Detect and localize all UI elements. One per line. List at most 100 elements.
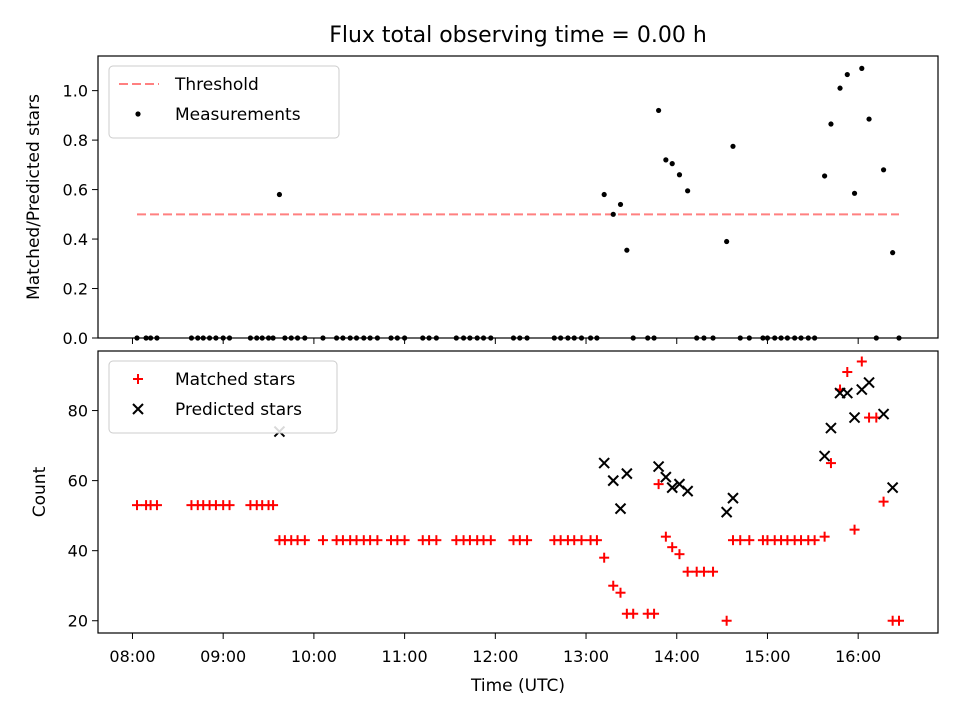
- data-point-plus: [653, 479, 664, 490]
- data-point-plus: [628, 608, 639, 619]
- legend-label: Matched stars: [175, 370, 295, 390]
- data-point-plus: [825, 458, 836, 469]
- x-b: [621, 467, 633, 480]
- x-b: [673, 478, 686, 490]
- x-tick-label: 15:00: [744, 647, 790, 666]
- data-point-plus: [599, 552, 610, 563]
- data-point-plus: [268, 500, 279, 511]
- data-point-x: [727, 492, 739, 504]
- data-point-plus: [849, 524, 860, 535]
- x-b: [863, 376, 875, 389]
- y-tick-label: 0.6: [63, 181, 88, 200]
- data-point-plus: [809, 535, 820, 546]
- data-point-plus: [682, 566, 693, 577]
- x-tick-label: 08:00: [109, 647, 155, 666]
- y-tick-label: 40: [68, 542, 88, 561]
- data-point-plus: [842, 367, 853, 378]
- data-point-plus: [708, 566, 719, 577]
- x-b: [727, 492, 739, 504]
- legend-matched-swatch: [133, 374, 143, 384]
- y-axis-label: Count: [30, 466, 50, 517]
- data-point-plus: [878, 496, 889, 507]
- data-point-x: [681, 485, 694, 497]
- data-point: [837, 85, 843, 91]
- legend-label: Threshold: [174, 75, 259, 95]
- data-point: [730, 143, 736, 149]
- data-point: [624, 247, 630, 253]
- data-point-plus: [721, 615, 732, 626]
- data-point-x: [614, 502, 627, 515]
- legend-box: [108, 360, 338, 434]
- legend-box: [108, 65, 340, 139]
- data-point-plus: [698, 566, 709, 577]
- data-point-plus: [317, 535, 328, 546]
- figure-title: Flux total observing time = 0.00 h: [329, 23, 707, 48]
- data-point: [859, 65, 865, 71]
- data-point-x: [607, 474, 619, 487]
- y-tick-label: 0.2: [63, 280, 88, 299]
- data-point: [656, 107, 662, 114]
- data-point-plus: [667, 542, 678, 553]
- y-tick-label: 1.0: [63, 82, 88, 101]
- x-b: [652, 460, 665, 473]
- data-point: [617, 201, 624, 208]
- legend: Threshold Measurements: [108, 65, 340, 139]
- y-tick-label: 0.0: [63, 329, 88, 348]
- data-point-plus: [591, 535, 602, 546]
- data-point-plus: [615, 587, 626, 598]
- data-point-x: [598, 457, 610, 469]
- data-point-plus: [224, 500, 235, 511]
- data-point: [880, 167, 887, 173]
- data-point-plus: [674, 549, 685, 560]
- data-point: [276, 191, 283, 198]
- legend-predicted-swatch: [132, 403, 144, 415]
- data-point-x: [660, 471, 672, 483]
- data-point: [610, 211, 616, 217]
- x-b: [614, 502, 627, 515]
- y-tick-label: 20: [68, 612, 88, 631]
- x-b: [720, 506, 733, 518]
- data-point-plus: [819, 531, 830, 542]
- axes-frame: [97, 350, 939, 634]
- data-point-x: [886, 481, 899, 494]
- data-point: [866, 116, 872, 122]
- x-b: [681, 485, 694, 497]
- x-b: [848, 411, 861, 424]
- x-tick-label: 14:00: [654, 647, 700, 666]
- legend-label: Measurements: [175, 105, 301, 125]
- data-point-plus: [649, 608, 660, 619]
- data-point: [844, 71, 850, 78]
- data-point: [822, 173, 828, 179]
- data-point-plus: [893, 615, 904, 626]
- x-tick-label: 16:00: [835, 647, 881, 666]
- x-b: [877, 408, 890, 420]
- bottom-panel: 20 40 60 80 08:00 09:00 10:00 11:00 12:00 13:00 14…: [30, 350, 939, 696]
- x-b: [886, 481, 899, 494]
- data-point-plus: [431, 535, 442, 546]
- axes-frame: [97, 55, 939, 339]
- x-axis-label: Time (UTC): [470, 676, 565, 696]
- y-tick-label: 60: [68, 472, 88, 491]
- data-point-x: [841, 387, 853, 399]
- data-point: [669, 161, 675, 167]
- data-point: [676, 172, 683, 178]
- x-b: [825, 422, 837, 434]
- data-point-x: [666, 481, 678, 494]
- legend-label: Predicted stars: [175, 400, 302, 420]
- y-axis-label: Matched/Predicted stars: [24, 94, 44, 300]
- data-point: [828, 121, 834, 127]
- x-b: [818, 450, 831, 462]
- data-point: [663, 157, 669, 163]
- x-b: [660, 471, 672, 483]
- x-b: [598, 457, 610, 469]
- x-tick-label: 09:00: [200, 647, 246, 666]
- data-point-plus: [856, 356, 867, 367]
- data-point-plus: [608, 580, 619, 591]
- data-point: [601, 191, 607, 198]
- data-point-plus: [576, 535, 587, 546]
- y-tick-label: 0.4: [63, 230, 88, 249]
- data-point-plus: [660, 531, 671, 542]
- data-point-x: [863, 376, 875, 389]
- data-point-plus: [522, 535, 533, 546]
